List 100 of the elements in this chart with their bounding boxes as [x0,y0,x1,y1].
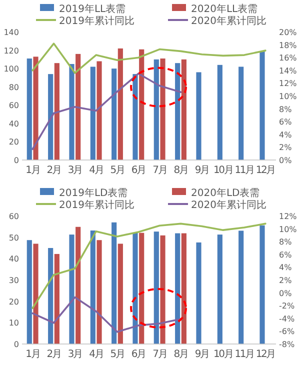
bar [154,59,159,160]
bar [175,233,180,344]
y2-tick-label: 14% [279,66,298,76]
legend-item: 2020年LL表需 [172,4,258,15]
y2-tick-label: 8% [279,238,292,247]
legend-item: 2020年LD表需 [172,188,260,199]
y2-tick-label: 4% [279,263,292,272]
legend-label: 2020年累计同比 [191,199,266,211]
bar [33,244,38,344]
y-tick-label: 20 [8,138,19,147]
y-tick-label: 40 [8,254,19,264]
y2-tick-label: 2% [279,276,292,285]
y2-tick-label: 18% [279,40,298,50]
legend-label: 2019年累计同比 [59,199,134,211]
x-tick-label: 3月 [68,165,82,176]
bar [90,66,96,160]
y-tick-label: 0 [14,340,19,349]
bar [76,54,81,160]
x-tick-label: 9月 [194,165,209,176]
x-tick-label: 11月 [234,349,254,360]
legend-item: 2019年LD表需 [40,188,128,199]
bar [118,244,123,344]
x-tick-label: 4月 [89,349,104,360]
bar [181,59,186,160]
legend-item: 2019年累计同比 [36,16,134,27]
x-tick-label: 8月 [174,165,188,176]
x-tick-label: 7月 [152,349,167,360]
x-tick-label: 10月 [214,165,233,176]
bar [238,230,244,344]
x-tick-label: 10月 [214,349,233,360]
bar [26,58,32,160]
bar [118,48,123,160]
bar [69,64,74,160]
y2-tick-label: -4% [279,314,295,324]
bar [260,51,265,160]
legend-item: 2019年LL表需 [40,4,126,15]
bar [69,234,74,344]
y2-tick-label: 2% [279,143,292,152]
x-tick-label: 1月 [26,349,40,360]
x-tick-label: 5月 [110,349,124,360]
bar [26,240,32,344]
bar [260,225,265,344]
legend-label: 2020年LD表需 [191,187,260,199]
bar [132,74,138,160]
y-tick-label: 20 [8,297,19,306]
legend-label: 2019年累计同比 [59,15,134,27]
legend-item: 2020年累计同比 [168,16,266,27]
y2-tick-label: 6% [279,118,292,127]
bar [238,66,244,160]
y2-tick-label: 10% [279,224,298,234]
bar [33,56,38,160]
y2-tick-label: 12% [279,212,298,221]
y-tick-label: 60 [8,212,19,221]
y-tick-label: 0 [14,156,19,165]
y2-tick-label: 6% [279,250,292,260]
x-tick-label: 12月 [256,165,275,176]
x-tick-label: 6月 [131,165,146,176]
bar [175,63,180,160]
bar [181,233,186,344]
y-tick-label: 140 [4,28,19,37]
legend-label: 2020年LL表需 [191,3,258,15]
y2-tick-label: 0% [279,288,292,298]
x-tick-label: 5月 [110,165,124,176]
bar [112,222,117,344]
bar [54,63,60,160]
bar [160,58,166,160]
y-tick-label: 100 [4,64,19,74]
y-tick-label: 120 [4,46,19,56]
bar [196,242,202,344]
bar [76,226,81,344]
y-tick-label: 30 [8,276,19,285]
x-tick-label: 11月 [234,165,254,176]
y2-tick-label: 16% [279,54,298,63]
x-tick-label: 8月 [174,349,188,360]
bar [48,74,54,160]
x-tick-label: 9月 [194,349,209,360]
y2-tick-label: 12% [279,79,298,88]
bar [139,232,144,344]
y2-tick-label: -6% [279,327,295,336]
bar [48,248,54,344]
x-tick-label: 2月 [46,165,61,176]
bar [139,49,144,160]
bar [54,254,60,344]
y2-tick-label: 8% [279,104,292,114]
bar [217,64,222,160]
x-tick-label: 2月 [46,349,61,360]
bar [112,68,117,160]
y-tick-label: 80 [8,82,19,92]
y-tick-label: 10 [8,318,19,328]
x-tick-label: 3月 [68,349,82,360]
y-tick-label: 50 [8,233,19,242]
legend-label: 2019年LL表需 [59,3,126,15]
bar [196,72,202,160]
x-tick-label: 4月 [89,165,104,176]
legend-item: 2019年累计同比 [36,200,134,211]
y2-tick-label: 0% [279,156,292,165]
y2-tick-label: -2% [279,302,295,311]
y2-tick-label: 20% [279,28,298,37]
bar [90,230,96,344]
legend-label: 2020年累计同比 [191,15,266,27]
